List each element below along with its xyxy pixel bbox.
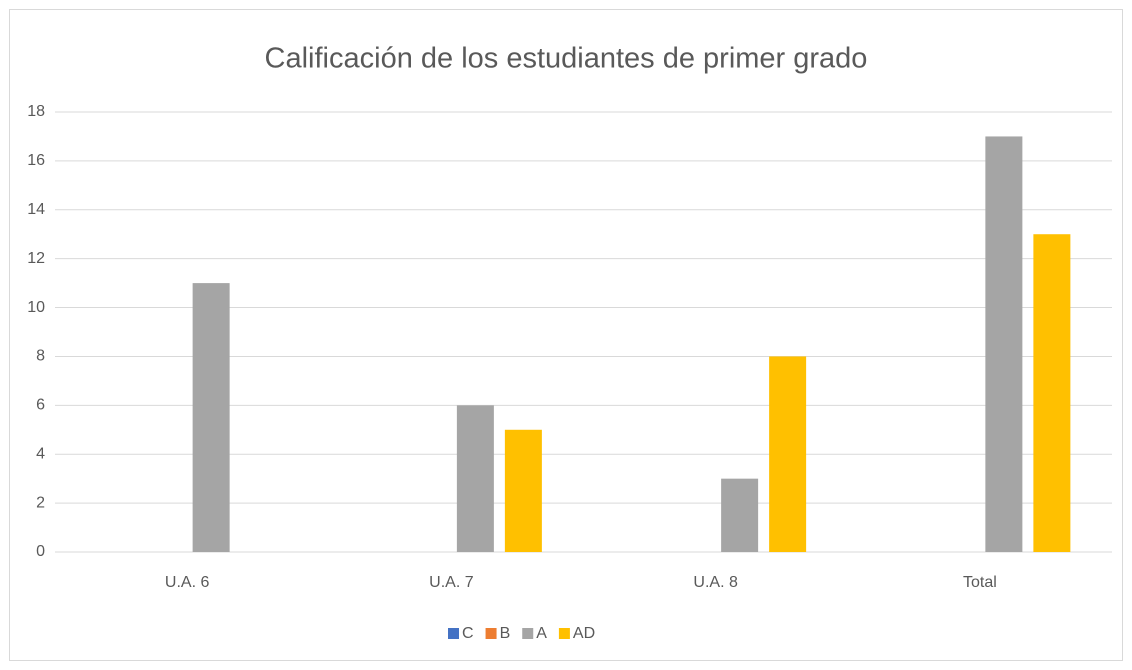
x-tick-label: U.A. 6 [165, 574, 210, 591]
y-tick-label: 12 [27, 250, 45, 267]
bar [192, 283, 230, 552]
bar [504, 429, 542, 552]
y-tick-label: 6 [36, 397, 45, 414]
bar [985, 136, 1023, 552]
legend-label: AD [573, 625, 595, 642]
legend-swatch [485, 628, 497, 639]
legend-label: C [462, 625, 474, 642]
x-tick-label: U.A. 7 [429, 574, 474, 591]
y-tick-label: 10 [27, 299, 45, 316]
y-tick-label: 2 [36, 494, 45, 511]
y-tick-label: 0 [36, 543, 45, 560]
legend-swatch [522, 628, 534, 639]
chart-title: Calificación de los estudiantes de prime… [265, 43, 868, 75]
y-tick-label: 8 [36, 348, 45, 365]
bar [721, 478, 759, 552]
bar [1033, 234, 1071, 552]
chart-border [9, 9, 1123, 661]
bar [456, 405, 494, 552]
legend-label: B [500, 625, 511, 642]
legend-label: A [536, 625, 547, 642]
y-tick-label: 14 [27, 201, 45, 218]
y-tick-label: 4 [36, 445, 45, 462]
x-tick-label: U.A. 8 [693, 574, 738, 591]
y-tick-label: 16 [27, 152, 45, 169]
bar [769, 356, 807, 552]
x-tick-label: Total [963, 574, 997, 591]
legend-swatch [558, 628, 570, 639]
y-tick-label: 18 [27, 103, 45, 120]
legend-swatch [448, 628, 459, 639]
